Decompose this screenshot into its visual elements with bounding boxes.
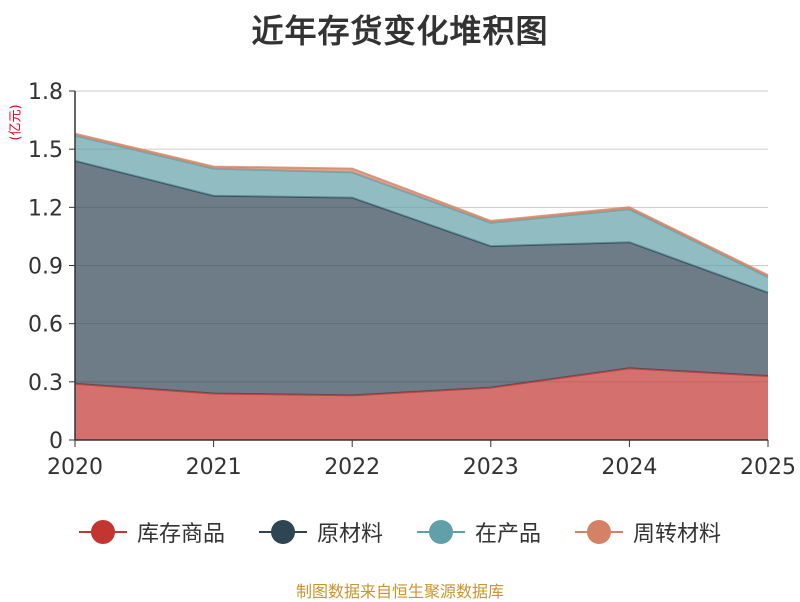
legend-marker-dot	[587, 520, 612, 544]
legend-marker-icon	[417, 517, 465, 547]
legend-item-2[interactable]: 原材料	[258, 516, 383, 548]
x-tick-label: 2020	[47, 455, 103, 480]
legend-item-1[interactable]: 库存商品	[78, 516, 225, 548]
legend-item-4[interactable]: 周转材料	[575, 516, 721, 548]
y-tick-label: 0.3	[28, 371, 63, 396]
legend-marker-icon	[78, 517, 127, 547]
area-2	[75, 160, 768, 396]
y-tick-labels: 0 0.3 0.6 0.9 1.2 1.5 1.8	[28, 80, 63, 454]
chart-title: 近年存货变化堆积图	[251, 12, 549, 50]
legend: 库存商品 原材料 在产品 周转材料	[0, 516, 800, 548]
legend-marker-dot	[429, 520, 453, 544]
data-source-note: 制图数据来自恒生聚源数据库	[295, 582, 504, 601]
area-series	[74, 132, 769, 440]
y-tick-label: 1.2	[28, 196, 63, 221]
series-line-4	[74, 132, 769, 277]
legend-marker-dot	[270, 520, 295, 544]
x-tick-label: 2024	[601, 455, 657, 480]
y-tick-label: 0.9	[28, 255, 63, 280]
y-tick-label: 1.5	[28, 138, 63, 163]
legend-item-3[interactable]: 在产品	[417, 516, 541, 548]
x-tick-labels: 2020 2021 2022 2023 2024 2025	[47, 455, 796, 480]
axes	[69, 90, 769, 447]
legend-marker-icon	[258, 517, 307, 547]
y-tick-label: 1.8	[28, 80, 63, 105]
legend-marker-icon	[575, 517, 624, 547]
y-tick-label: 0.6	[28, 313, 63, 338]
legend-label: 周转材料	[633, 522, 722, 547]
x-tick-label: 2022	[324, 455, 380, 480]
x-tick-label: 2023	[463, 455, 519, 480]
x-tick-label: 2025	[740, 455, 796, 480]
x-tick-label: 2021	[186, 455, 242, 480]
legend-label: 在产品	[475, 522, 542, 547]
y-tick-label: 0	[49, 429, 63, 454]
legend-label: 原材料	[316, 522, 383, 547]
legend-label: 库存商品	[136, 522, 225, 547]
area-3	[75, 135, 768, 293]
series-line-3	[74, 134, 769, 278]
area-1	[75, 368, 768, 440]
legend-marker-dot	[90, 520, 115, 544]
